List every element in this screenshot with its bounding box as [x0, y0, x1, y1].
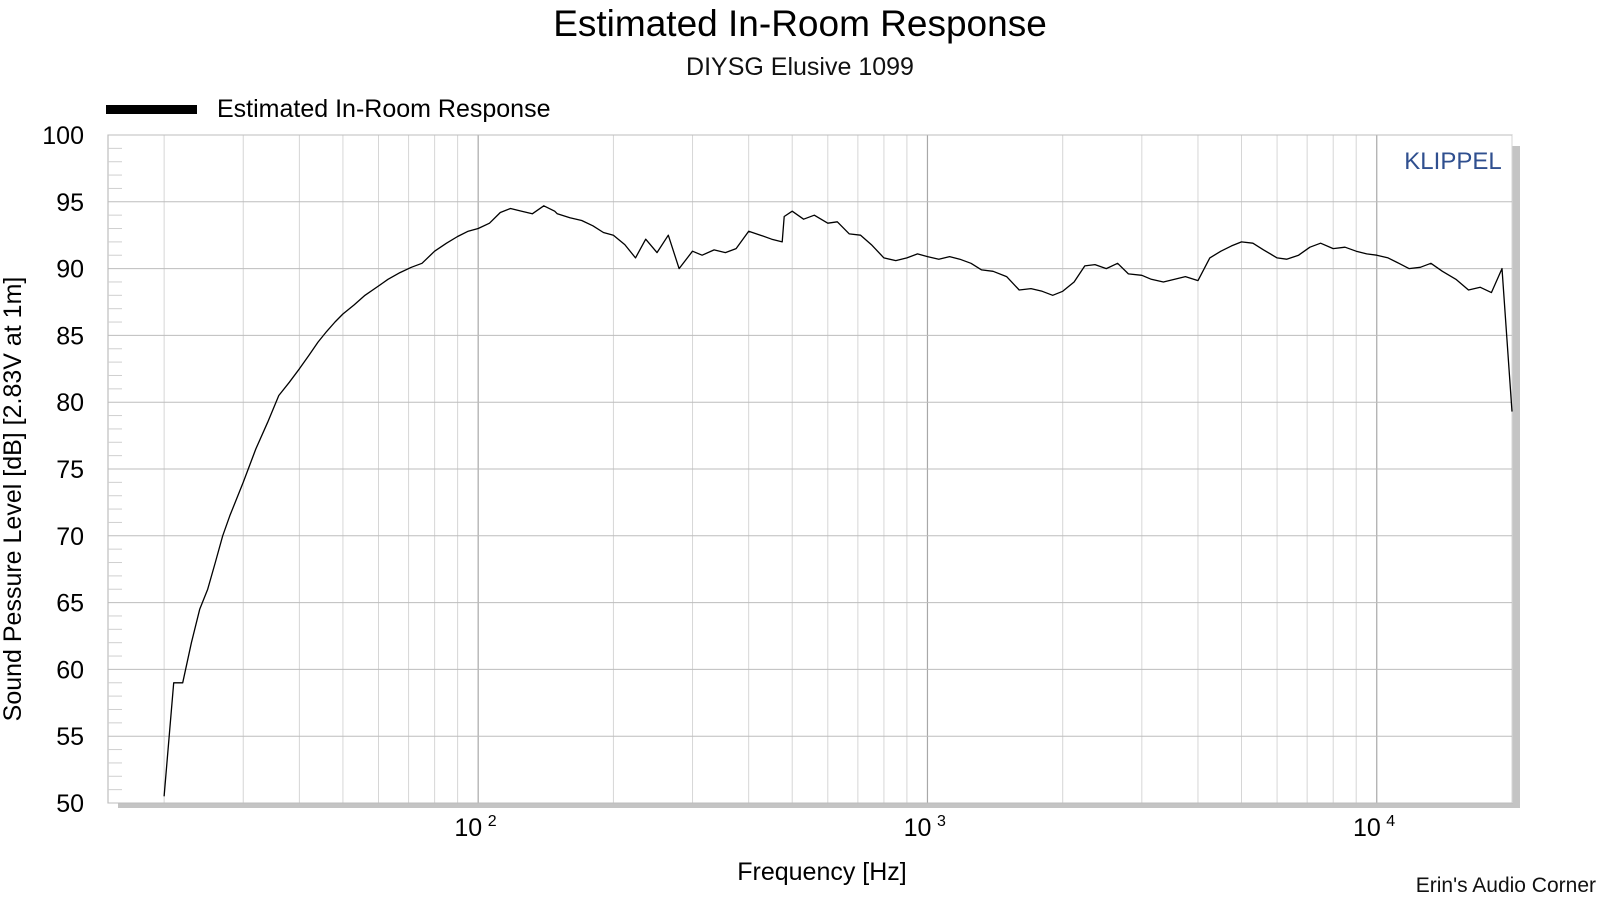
x-tick-label: 10 — [904, 814, 932, 842]
chart-title: Estimated In-Room Response — [553, 3, 1047, 44]
y-tick-label: 95 — [56, 189, 84, 217]
y-tick-label: 60 — [56, 656, 84, 684]
y-tick-label: 85 — [56, 322, 84, 350]
y-minor-ticks — [108, 147, 122, 791]
y-tick-label: 100 — [42, 122, 84, 150]
x-tick-label: 10 — [1353, 814, 1381, 842]
y-tick-labels: 50 55 60 65 70 75 80 85 90 95 100 — [42, 122, 84, 818]
credit-watermark: Erin's Audio Corner — [1415, 874, 1596, 897]
y-axis-label: Sound Pessure Level [dB] [2.83V at 1m] — [0, 277, 27, 722]
chart-subtitle: DIYSG Elusive 1099 — [686, 53, 914, 81]
plot-shadow-right — [1512, 146, 1520, 808]
legend: Estimated In-Room Response — [106, 92, 550, 126]
y-tick-label: 55 — [56, 723, 84, 751]
y-tick-label: 50 — [56, 790, 84, 818]
plot-shadow-bottom — [118, 800, 1520, 808]
y-tick-label: 80 — [56, 389, 84, 417]
y-tick-label: 65 — [56, 590, 84, 618]
legend-label: Estimated In-Room Response — [217, 94, 551, 123]
x-tick-label: 10 — [454, 814, 482, 842]
x-tick-labels: 10 2 10 3 10 4 — [454, 813, 1395, 842]
y-tick-label: 90 — [56, 256, 84, 284]
x-tick-exponent: 3 — [937, 813, 946, 830]
y-tick-label: 75 — [56, 456, 84, 484]
klippel-annotation: KLIPPEL — [1404, 148, 1501, 175]
x-tick-exponent: 4 — [1386, 813, 1395, 830]
series-line-estimated-in-room-response — [163, 205, 1513, 797]
legend-line-swatch — [106, 104, 197, 114]
x-tick-exponent: 2 — [488, 813, 497, 830]
x-axis-label: Frequency [Hz] — [737, 858, 907, 886]
y-tick-label: 70 — [56, 523, 84, 551]
grid-major — [108, 134, 1512, 804]
